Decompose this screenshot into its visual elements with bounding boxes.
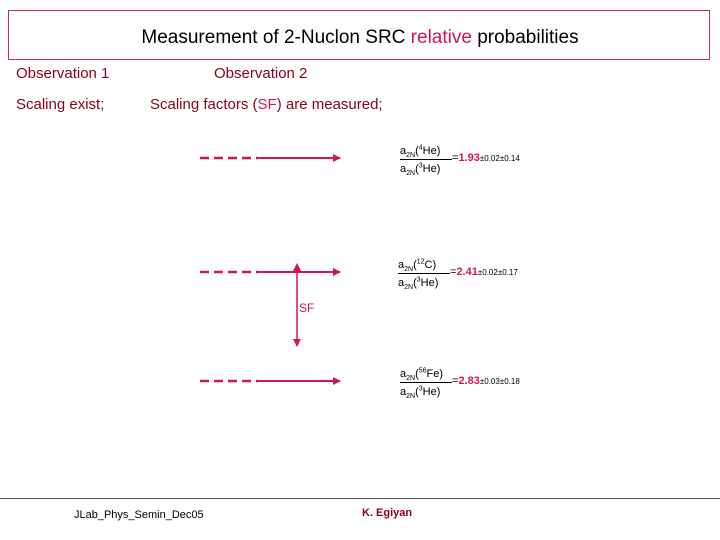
ratio-he4-numerator: a2N(4He): [400, 144, 441, 160]
slide-title: Measurement of 2-Nuclon SRC relative pro…: [0, 27, 720, 49]
observation1-label: Observation 1: [16, 65, 110, 82]
ratio-fe56-value: =2.83±0.03±0.18: [452, 375, 520, 387]
footer-left-text: JLab_Phys_Semin_Dec05: [74, 509, 204, 521]
footer-divider: [0, 498, 720, 499]
fraction-bar: [400, 382, 452, 383]
title-box: [8, 10, 710, 60]
ratio-c12-denominator: a2N(3He): [398, 276, 439, 292]
title-prefix: Measurement of 2-Nuclon SRC: [141, 27, 411, 48]
ratio-c12: a2N(12C) a2N(3He) =2.41±0.02±0.17: [398, 258, 518, 292]
ratio-c12-value: =2.41±0.02±0.17: [450, 266, 518, 278]
ratio-he4: a2N(4He) a2N(3He) =1.93±0.02±0.14: [400, 144, 520, 178]
observation1-text: Scaling exist;: [16, 96, 105, 113]
fraction-bar: [400, 159, 452, 160]
ratio-he4-denominator: a2N(3He): [400, 162, 441, 178]
title-suffix: probabilities: [471, 27, 579, 48]
observation2-label: Observation 2: [214, 65, 308, 82]
observation2-text: Scaling factors (SF) are measured;: [150, 96, 383, 114]
ratio-he4-value: =1.93±0.02±0.14: [452, 152, 520, 164]
ratio-fe56-numerator: a2N(56Fe): [400, 367, 444, 383]
ratio-fe56: a2N(56Fe) a2N(3He) =2.83±0.03±0.18: [400, 367, 520, 401]
footer-author: K. Egiyan: [362, 507, 413, 519]
title-highlight: relative: [410, 27, 472, 48]
observation2-text-prefix: Scaling factors (: [150, 96, 258, 113]
sf-label: SF: [299, 301, 315, 315]
fraction-bar: [398, 273, 450, 274]
observation2-text-suffix: ) are measured;: [276, 96, 383, 113]
observation2-text-highlight: SF: [257, 96, 277, 113]
ratio-fe56-denominator: a2N(3He): [400, 385, 441, 401]
ratio-c12-numerator: a2N(12C): [398, 258, 437, 274]
